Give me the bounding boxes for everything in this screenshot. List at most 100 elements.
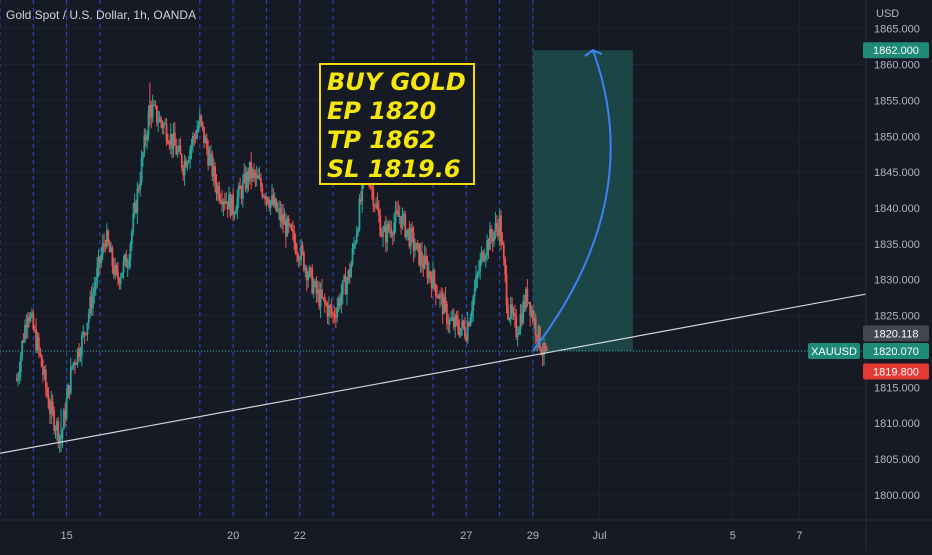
candle-body — [137, 188, 140, 190]
symbol-badge[interactable]: XAUUSD — [811, 346, 857, 358]
candle-body — [352, 244, 355, 249]
candle-body — [79, 355, 82, 357]
candle-body — [247, 171, 250, 181]
candle-body — [341, 280, 344, 295]
candle-body — [493, 232, 495, 242]
candle-body — [465, 336, 468, 341]
candle-body — [394, 210, 397, 223]
candle-body — [90, 296, 93, 309]
candle-body — [198, 115, 201, 126]
candle-body — [223, 201, 226, 204]
candle-body — [377, 209, 380, 216]
candle-body — [85, 334, 87, 336]
candle-body — [545, 348, 548, 351]
y-tick-label: 1835.000 — [874, 239, 920, 251]
candle-body — [452, 317, 455, 328]
candle-body — [408, 228, 411, 247]
candle-body — [533, 317, 536, 322]
candle-body — [108, 243, 111, 253]
candle-body — [468, 322, 470, 326]
candle-body — [111, 247, 114, 267]
arrow-head-icon — [584, 49, 603, 58]
candle-body — [319, 289, 322, 307]
candle-body — [201, 122, 204, 127]
candle-body — [255, 175, 258, 178]
symbol-title[interactable]: Gold Spot / U.S. Dollar, 1h, OANDA — [6, 8, 197, 22]
candle-body — [158, 117, 161, 122]
candle-body — [511, 304, 514, 314]
candle-body — [135, 202, 137, 213]
candle-body — [316, 289, 319, 294]
candle-body — [67, 385, 69, 398]
candle-body — [369, 186, 372, 188]
candle-body — [473, 288, 476, 297]
candle-body — [171, 134, 173, 149]
current-price-badge[interactable]: 1820.070 — [873, 346, 919, 358]
gray-price-badge[interactable]: 1820.118 — [873, 328, 918, 340]
stop-price-badge[interactable]: 1819.800 — [873, 367, 919, 379]
candle-body — [495, 223, 498, 228]
y-tick-label: 1810.000 — [874, 418, 920, 430]
candle-body — [387, 223, 390, 231]
candle-body — [143, 135, 146, 154]
candle-body — [462, 320, 465, 327]
candle-body — [289, 224, 291, 226]
candle-body — [31, 313, 33, 316]
candle-body — [207, 148, 210, 166]
candle-body — [222, 201, 225, 206]
candle-body — [17, 377, 19, 381]
currency-label[interactable]: USD — [876, 8, 900, 20]
candle-body — [536, 335, 538, 342]
target-price-badge[interactable]: 1862.000 — [873, 45, 919, 57]
candle-body — [226, 201, 229, 210]
candle-body — [243, 173, 246, 182]
candle-body — [501, 242, 504, 245]
candle-body — [439, 293, 441, 299]
candle-body — [235, 211, 237, 214]
current-price-badge-bg — [863, 342, 929, 359]
candle-body — [337, 298, 340, 308]
candle-body — [354, 242, 357, 245]
candle-body — [355, 233, 358, 243]
candle-body — [432, 270, 434, 289]
candle-body — [423, 255, 426, 269]
candle-body — [56, 421, 58, 430]
y-tick-label: 1865.000 — [874, 24, 920, 36]
up-arrow[interactable] — [532, 49, 612, 352]
candle-body — [489, 229, 491, 250]
candle-body — [40, 355, 43, 367]
candle-body — [469, 317, 472, 326]
candle-body — [384, 226, 387, 243]
trade-setup-note[interactable]: BUY GOLD EP 1820 TP 1862 SL 1819.6 — [319, 63, 475, 185]
target-zone[interactable] — [532, 50, 633, 351]
candle-body — [65, 397, 68, 419]
candle-body — [229, 194, 232, 216]
candle-body — [200, 115, 203, 123]
candle-body — [275, 198, 278, 211]
candle-body — [76, 348, 79, 364]
candle-body — [167, 140, 169, 144]
candle-body — [251, 169, 254, 179]
candle-body — [433, 270, 436, 285]
candle-body — [253, 169, 255, 173]
candle-body — [284, 220, 287, 237]
candle-body — [459, 327, 462, 336]
candle-body — [93, 287, 96, 294]
candle-body — [472, 296, 475, 311]
gray-price-badge-bg — [863, 325, 929, 342]
candle-body — [187, 159, 190, 163]
candle-body — [513, 312, 516, 317]
candle-body — [272, 195, 275, 206]
candle-body — [144, 135, 147, 141]
candle-body — [407, 228, 409, 230]
candle-body — [173, 132, 176, 146]
candle-body — [241, 181, 244, 199]
candle-body — [454, 315, 457, 328]
candle-body — [128, 260, 130, 267]
candle-body — [35, 329, 37, 351]
candle-body — [287, 218, 290, 226]
candle-body — [43, 369, 46, 375]
candle-body — [54, 429, 57, 431]
support-trendline[interactable] — [0, 293, 867, 454]
